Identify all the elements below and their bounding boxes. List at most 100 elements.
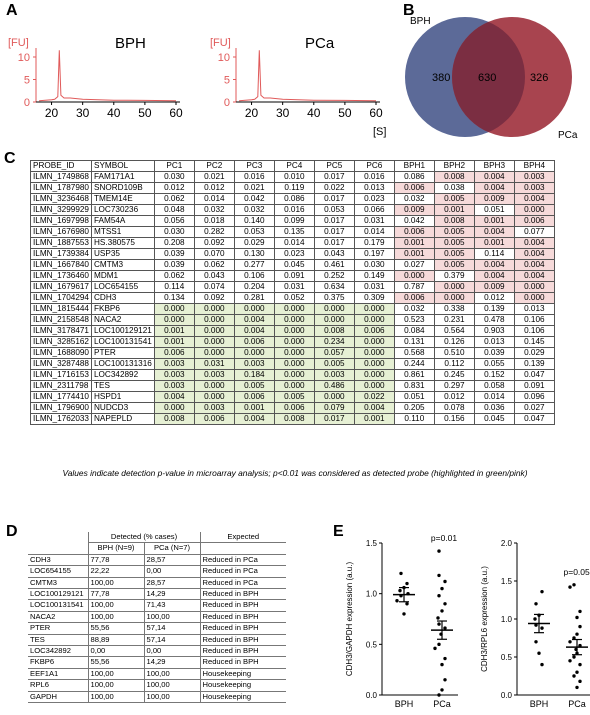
pvalue-cell: 0.038 [433,182,475,194]
table-row: ILMN_1667840 CMTM3 0.039 0.062 0.277 0.045 0.4… [30,259,555,271]
pvalue-cell: 0.005 [433,226,475,238]
expected-cell: Reduced in BPH [199,656,286,669]
pvalue-cell: 0.009 [473,193,515,205]
pvalue-cell: 0.056 [153,215,195,227]
bph-percent-cell: 22,22 [87,565,144,578]
pvalue-cell: 0.000 [273,314,315,326]
pvalue-cell: 0.036 [473,402,515,414]
pvalue-cell: 0.029 [513,347,555,359]
pvalue-cell: 0.106 [513,314,555,326]
gene-cell: LOC654155 [28,565,88,578]
column-header: PC2 [193,160,235,172]
pvalue-cell: 0.099 [273,215,315,227]
dot-plots: 0.0 0.5 1.0 1.5 CDH3/GAPDH expression (a.u.)… [345,533,590,709]
symbol-cell: FAM54A [91,215,155,227]
electropherogram-pca: [FU] PCa [S] 0 5 10 20 30 40 50 60 [210,35,386,138]
pvalue-cell: 0.077 [513,226,555,238]
venn-overlap [452,17,525,137]
pvalue-cell: 0.017 [313,226,355,238]
pvalue-cell: 0.001 [233,402,275,414]
bph-percent-cell: 100,00 [87,691,144,704]
pca-percent-cell: 0,00 [143,565,200,578]
pca-percent-cell: 14,29 [143,656,200,669]
bph-percent-cell: 88,89 [87,634,144,647]
probe-id-cell: ILMN_3236468 [30,193,92,205]
pvalue-cell: 0.022 [353,391,395,403]
pvalue-cell: 0.012 [153,182,195,194]
gene-cell: LOC100131541 [28,599,88,612]
venn-label-bph: BPH [410,16,431,27]
pvalue-cell: 0.003 [233,358,275,370]
table-row: ILMN_3236468 TMEM14E 0.062 0.014 0.042 0.086 0… [30,193,555,205]
pvalue-cell: 0.043 [193,270,235,282]
table-row: ILMN_1749868 FAM171A1 0.030 0.021 0.016 0.010… [30,171,555,183]
pvalue-cell: 0.001 [153,336,195,348]
data-point [440,662,444,667]
pvalue-cell: 0.070 [193,248,235,260]
probe-id-cell: ILMN_1796900 [30,402,92,414]
x-tick-label: 20 [45,106,59,120]
pvalue-cell: 0.277 [233,259,275,271]
pvalue-cell: 0.016 [353,171,395,183]
pvalue-cell: 0.003 [153,380,195,392]
pvalue-cell: 0.031 [353,215,395,227]
probe-id-cell: ILMN_1736460 [30,270,92,282]
bph-percent-cell: 77,78 [87,554,144,567]
symbol-cell: FKBP6 [91,303,155,315]
data-point [399,571,403,576]
pvalue-cell: 0.013 [353,182,395,194]
pvalue-cell: 0.006 [393,182,435,194]
dot-plot-cdh3-gapdh: 0.0 0.5 1.0 1.5 CDH3/GAPDH expression (a.u.)… [345,533,458,709]
venn-count-pca-only: 326 [530,72,548,84]
pvalue-cell: 0.027 [513,402,555,414]
data-point [578,662,582,667]
bph-percent-cell: 77,78 [87,588,144,601]
pvalue-cell: 0.086 [393,171,435,183]
gene-cell: CMTM3 [28,577,88,590]
symbol-cell: NAPEPLD [91,413,155,425]
pvalue-cell: 0.031 [273,281,315,293]
pvalue-cell: 0.008 [433,171,475,183]
p-value-annotation: p=0.055 [564,567,590,577]
symbol-cell: CDH3 [91,292,155,304]
table-row: LOC654155 22,22 0,00 Reduced in PCa [28,565,286,578]
pvalue-cell: 0.140 [233,215,275,227]
probe-id-cell: ILMN_1762033 [30,413,92,425]
pvalue-cell: 0.014 [353,226,395,238]
pvalue-cell: 0.008 [153,413,195,425]
bph-percent-cell: 100,00 [87,599,144,612]
table-row: ILMN_3287488 LOC100131316 0.003 0.031 0.003 0… [30,358,555,370]
probe-id-cell: ILMN_1716153 [30,369,92,381]
table-subheader-row: BPH (N=9) PCa (N=7) [28,542,286,555]
data-point [575,685,579,690]
pvalue-cell: 0.004 [473,270,515,282]
pvalue-cell: 0.131 [393,336,435,348]
pvalue-cell: 0.051 [473,204,515,216]
data-point [437,573,441,578]
pvalue-cell: 0.149 [353,270,395,282]
pvalue-cell: 0.004 [473,259,515,271]
p-value-annotation: p=0.01 [431,533,458,543]
pvalue-cell: 0.030 [153,226,195,238]
bph-percent-cell: 100,00 [87,577,144,590]
y-tick-label: 1.0 [501,615,513,624]
column-header: BPH3 [473,160,515,172]
pvalue-cell: 0.004 [473,171,515,183]
pvalue-cell: 0.486 [313,380,355,392]
pvalue-cell: 0.000 [513,204,555,216]
pvalue-cell: 0.000 [193,391,235,403]
pvalue-cell: 0.000 [193,325,235,337]
probe-id-cell: ILMN_3287488 [30,358,92,370]
pvalue-cell: 0.375 [313,292,355,304]
table-row: ILMN_1774410 HSPD1 0.004 0.000 0.006 0.005 0.0… [30,391,555,403]
y-tick-label: 1.5 [501,577,513,586]
probe-id-cell: ILMN_1679617 [30,281,92,293]
pvalue-cell: 0.114 [473,248,515,260]
table-row: NACA2 100,00 100,00 Reduced in BPH [28,611,286,624]
y-tick-label: 0.5 [501,653,513,662]
pvalue-cell: 0.000 [233,347,275,359]
venn-diagram: BPH PCa 380 630 326 [405,16,578,141]
pvalue-cell: 0.021 [233,182,275,194]
data-point [578,679,582,684]
pvalue-cell: 0.006 [193,413,235,425]
